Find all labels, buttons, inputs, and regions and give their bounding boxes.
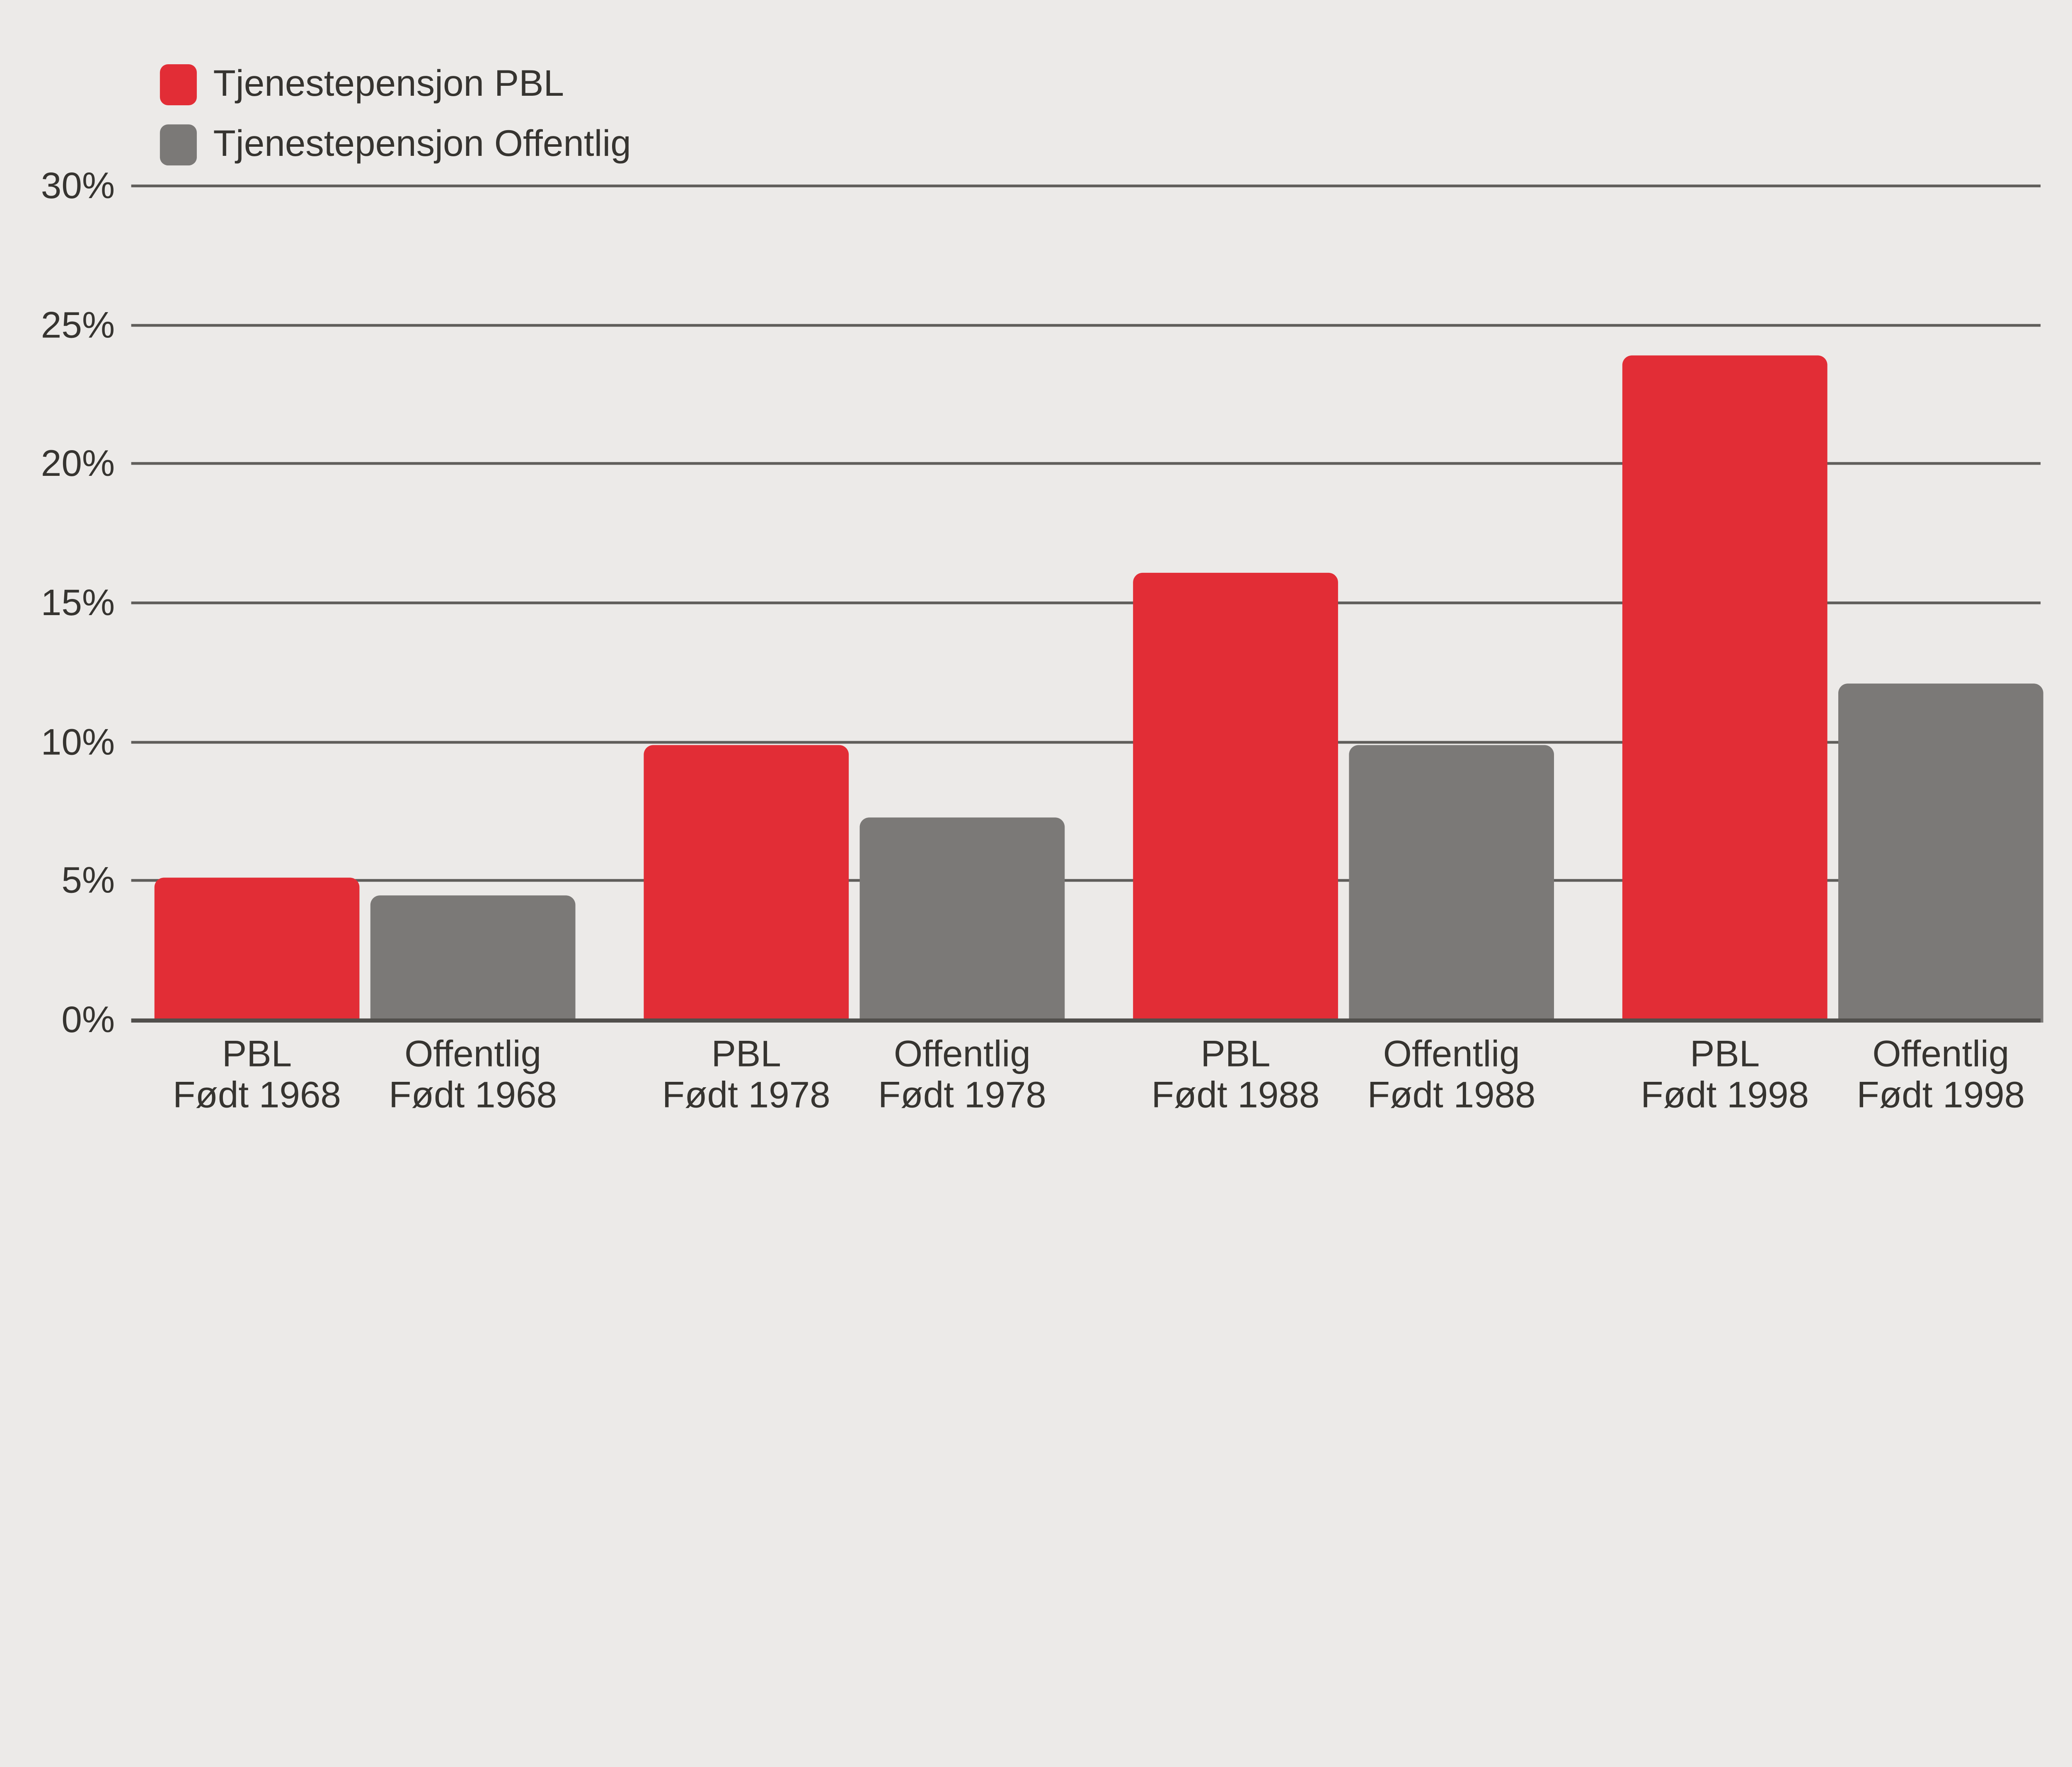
- y-axis-tick-label: 30%: [41, 165, 115, 207]
- x-axis-label-offentlig-1988: Offentlig Født 1988: [1294, 1033, 1609, 1115]
- gridline-15: [131, 601, 2041, 604]
- y-axis-tick-label: 15%: [41, 582, 115, 624]
- y-axis-tick-label: 0%: [61, 999, 115, 1040]
- x-axis-label-offentlig-1978: Offentlig Født 1978: [805, 1033, 1120, 1115]
- x-axis-label-line1: PBL: [711, 1033, 781, 1075]
- x-axis-label-line1: PBL: [222, 1033, 292, 1075]
- x-axis-label-pbl-1978: PBL Født 1978: [589, 1033, 904, 1115]
- x-axis-label-line2: Født 1998: [1857, 1074, 2025, 1116]
- y-axis-tick-label: 5%: [61, 860, 115, 902]
- x-axis-label-line1: Offentlig: [404, 1033, 542, 1075]
- bar-pbl-1978: [644, 745, 849, 1023]
- x-axis-label-line2: Født 1968: [173, 1074, 341, 1116]
- bar-offentlig-1978: [859, 817, 1065, 1023]
- x-axis-label-line1: Offentlig: [893, 1033, 1031, 1075]
- chart: Tjenestepensjon PBL Tjenestepensjon Offe…: [41, 60, 2072, 1116]
- x-axis-label-pbl-1998: PBL Født 1998: [1568, 1033, 1882, 1115]
- legend-swatch-pbl: [160, 63, 197, 105]
- x-axis-label-line2: Født 1968: [389, 1074, 557, 1116]
- x-axis-label-line2: Født 1998: [1641, 1074, 1809, 1116]
- x-axis-line: [131, 1018, 2041, 1023]
- x-axis-label-offentlig-1968: Offentlig Født 1968: [316, 1033, 630, 1115]
- legend-label-pbl: Tjenestepensjon PBL: [213, 63, 564, 104]
- x-axis-label-pbl-1988: PBL Født 1988: [1078, 1033, 1393, 1115]
- x-axis-label-pbl-1968: PBL Født 1968: [100, 1033, 414, 1115]
- gridline-10: [131, 740, 2041, 744]
- bar-offentlig-1968: [370, 895, 576, 1023]
- x-axis-label-line2: Født 1978: [662, 1074, 830, 1116]
- x-axis-label-line2: Født 1988: [1151, 1074, 1320, 1116]
- gridline-20: [131, 463, 2041, 465]
- bar-pbl-1988: [1133, 572, 1338, 1023]
- plot-area: 30% 25% 20% 15% 10% 5% 0% PBL Født 1968 Offentlig…: [41, 165, 2072, 1115]
- legend-label-offentlig: Tjenestepensjon Offentlig: [213, 123, 631, 164]
- x-axis-label-line1: Offentlig: [1383, 1033, 1520, 1075]
- y-axis-tick-label: 25%: [41, 304, 115, 346]
- bar-offentlig-1988: [1349, 745, 1554, 1023]
- bar-pbl-1968: [154, 877, 360, 1023]
- x-axis-label-line1: Offentlig: [1872, 1033, 2009, 1075]
- gridline-5: [131, 879, 2041, 882]
- x-axis-label-line2: Født 1978: [878, 1074, 1046, 1116]
- legend: Tjenestepensjon PBL Tjenestepensjon Offe…: [160, 60, 631, 168]
- legend-item-offentlig: Tjenestepensjon Offentlig: [160, 120, 631, 168]
- x-axis-label-line1: PBL: [1690, 1033, 1760, 1075]
- x-axis-label-offentlig-1998: Offentlig Født 1998: [1784, 1033, 2072, 1115]
- x-axis-label-line1: PBL: [1201, 1033, 1271, 1075]
- bar-pbl-1998: [1622, 355, 1828, 1023]
- legend-item-pbl: Tjenestepensjon PBL: [160, 60, 631, 108]
- legend-swatch-offentlig: [160, 124, 197, 165]
- y-axis-tick-label: 20%: [41, 443, 115, 485]
- x-axis-label-line2: Født 1988: [1367, 1074, 1536, 1116]
- bar-offentlig-1998: [1838, 684, 2043, 1023]
- gridline-25: [131, 323, 2041, 327]
- y-axis-tick-label: 10%: [41, 721, 115, 763]
- gridline-30: [131, 184, 2041, 188]
